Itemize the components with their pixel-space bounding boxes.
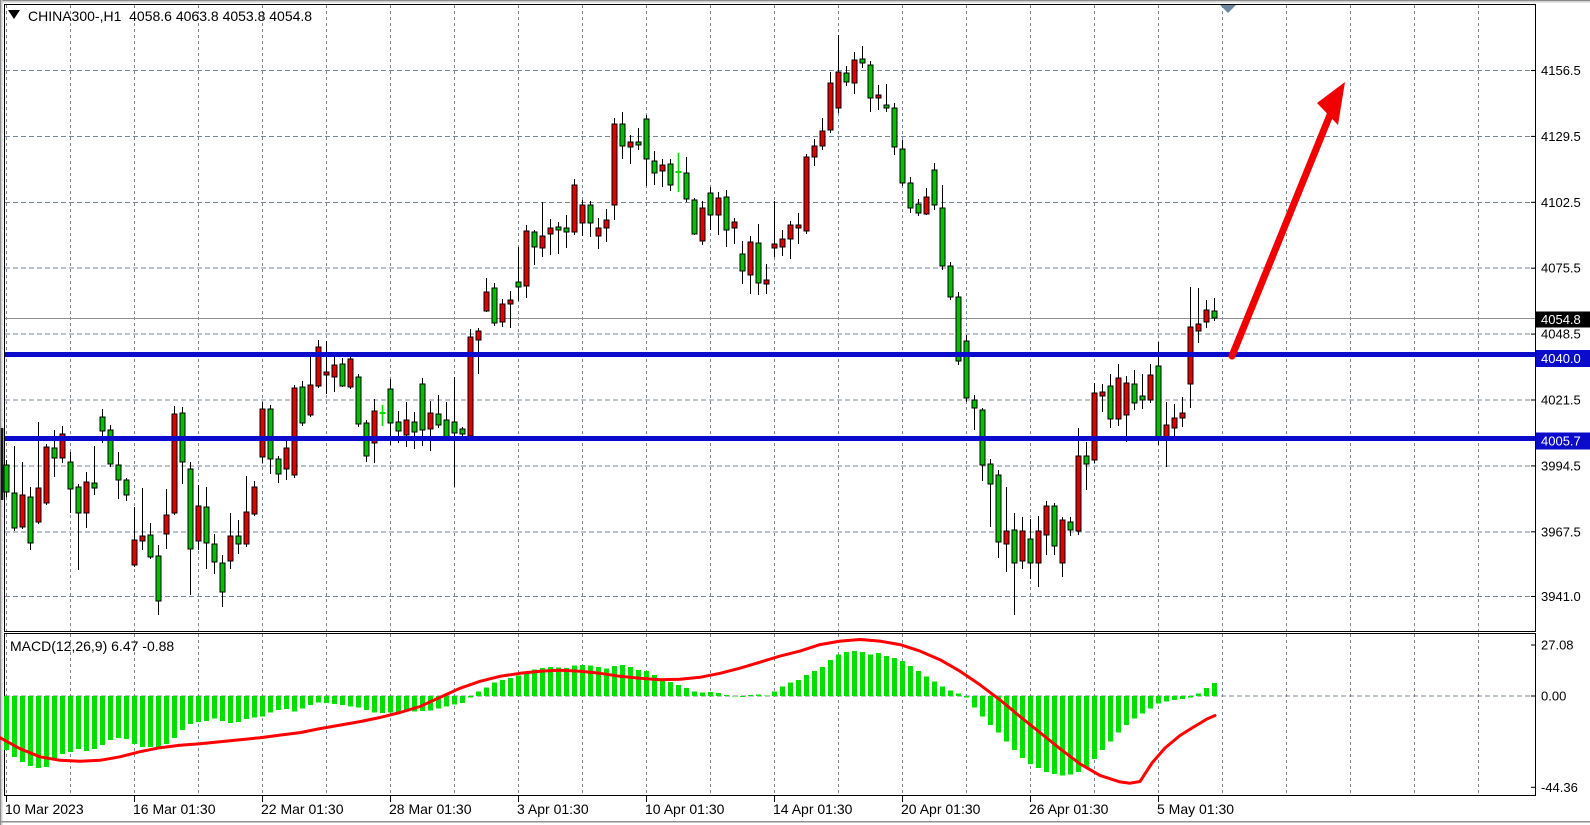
svg-text:4054.8: 4054.8 xyxy=(1541,312,1581,327)
svg-text:4102.5: 4102.5 xyxy=(1541,195,1581,210)
svg-text:16 Mar 01:30: 16 Mar 01:30 xyxy=(133,801,216,817)
svg-text:3941.0: 3941.0 xyxy=(1541,589,1581,604)
svg-text:CHINA300-,H1 4058.6 4063.8 40: CHINA300-,H1 4058.6 4063.8 4053.8 4054.8 xyxy=(28,8,312,24)
svg-text:10 Apr 01:30: 10 Apr 01:30 xyxy=(645,801,725,817)
svg-text:0.00: 0.00 xyxy=(1541,689,1566,704)
svg-text:5 May 01:30: 5 May 01:30 xyxy=(1157,801,1234,817)
svg-text:3967.5: 3967.5 xyxy=(1541,524,1581,539)
svg-text:22 Mar 01:30: 22 Mar 01:30 xyxy=(261,801,344,817)
svg-text:4156.5: 4156.5 xyxy=(1541,63,1581,78)
svg-text:28 Mar 01:30: 28 Mar 01:30 xyxy=(389,801,472,817)
svg-text:10 Mar 2023: 10 Mar 2023 xyxy=(5,801,84,817)
svg-text:-44.36: -44.36 xyxy=(1541,780,1578,795)
svg-text:4021.5: 4021.5 xyxy=(1541,393,1581,408)
svg-text:20 Apr 01:30: 20 Apr 01:30 xyxy=(901,801,981,817)
svg-text:26 Apr 01:30: 26 Apr 01:30 xyxy=(1029,801,1109,817)
svg-text:4075.5: 4075.5 xyxy=(1541,261,1581,276)
svg-text:3 Apr 01:30: 3 Apr 01:30 xyxy=(517,801,589,817)
svg-text:27.08: 27.08 xyxy=(1541,638,1574,653)
svg-text:14 Apr 01:30: 14 Apr 01:30 xyxy=(773,801,853,817)
svg-text:MACD(12,26,9) 6.47 -0.88: MACD(12,26,9) 6.47 -0.88 xyxy=(10,638,174,654)
svg-text:4040.0: 4040.0 xyxy=(1541,351,1581,366)
svg-text:3994.5: 3994.5 xyxy=(1541,458,1581,473)
svg-text:4048.5: 4048.5 xyxy=(1541,327,1581,342)
svg-text:4005.7: 4005.7 xyxy=(1541,434,1581,449)
svg-text:4129.5: 4129.5 xyxy=(1541,129,1581,144)
